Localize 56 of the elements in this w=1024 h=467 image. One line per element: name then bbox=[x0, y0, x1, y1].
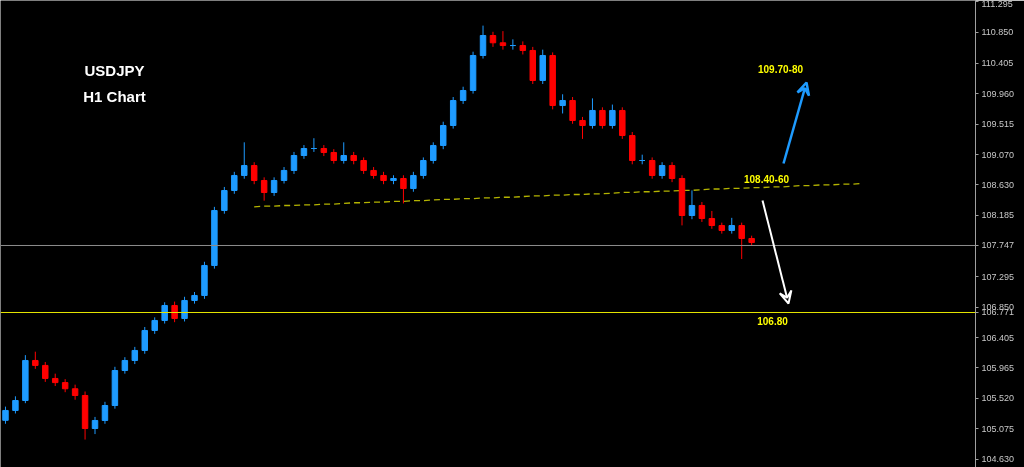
candlestick bbox=[42, 361, 49, 383]
y-tick-label: 107.295 bbox=[981, 271, 1015, 282]
candlestick bbox=[439, 121, 447, 150]
candlestick bbox=[250, 161, 258, 185]
candlestick bbox=[479, 25, 487, 60]
y-tick-label: 108.630 bbox=[981, 179, 1015, 190]
candlestick bbox=[171, 301, 178, 323]
annotation: 106.80 bbox=[757, 315, 789, 327]
candlestick bbox=[648, 156, 656, 180]
candlestick bbox=[290, 151, 298, 175]
y-tick-label: 111.295 bbox=[981, 0, 1013, 9]
candlestick bbox=[708, 210, 716, 230]
candlestick bbox=[101, 401, 109, 425]
candlestick bbox=[181, 296, 188, 322]
candlestick bbox=[609, 104, 616, 130]
ref-line-label: 107.747 bbox=[981, 240, 1015, 251]
candlestick bbox=[91, 416, 99, 435]
y-tick-label: 105.965 bbox=[981, 362, 1015, 373]
text: USDJPY bbox=[84, 62, 145, 79]
y-tick-label: 109.515 bbox=[981, 119, 1015, 130]
candlestick bbox=[569, 96, 576, 125]
candlestick bbox=[668, 161, 676, 183]
y-tick-label: 105.520 bbox=[981, 393, 1015, 404]
candlestick bbox=[430, 141, 437, 165]
candlestick bbox=[340, 141, 347, 165]
candlestick bbox=[579, 116, 586, 140]
candlestick bbox=[260, 176, 268, 202]
text: H1 Chart bbox=[83, 88, 146, 105]
candlestick bbox=[499, 30, 507, 51]
y-tick-label: 106.405 bbox=[981, 332, 1015, 343]
candlestick bbox=[270, 176, 278, 197]
y-tick-label: 109.960 bbox=[981, 88, 1015, 99]
candlestick bbox=[221, 186, 228, 215]
candlestick bbox=[420, 156, 427, 180]
candlestick bbox=[241, 141, 248, 180]
candlestick bbox=[400, 174, 407, 204]
candlestick bbox=[71, 384, 79, 401]
candlestick bbox=[489, 31, 497, 48]
candlestick bbox=[738, 222, 745, 260]
y-tick-label: 104.630 bbox=[981, 454, 1015, 465]
y-tick-label: 110.405 bbox=[981, 58, 1014, 69]
candlestick bbox=[559, 93, 566, 114]
candlestick bbox=[589, 97, 596, 130]
candlestick bbox=[231, 171, 238, 195]
y-tick-label: 110.850 bbox=[981, 27, 1014, 38]
candlestick bbox=[599, 106, 606, 130]
y-tick-label: 105.075 bbox=[981, 423, 1015, 434]
candlestick bbox=[141, 326, 148, 355]
y-tick-label: 109.070 bbox=[981, 149, 1015, 160]
annotation: 108.40-60 bbox=[743, 173, 790, 185]
candlestick bbox=[688, 189, 696, 220]
candlestick bbox=[698, 201, 706, 223]
annotation: 109.70-80 bbox=[757, 63, 804, 75]
line-series bbox=[253, 182, 862, 208]
candlestick bbox=[410, 171, 417, 193]
y-tick-label: 108.185 bbox=[981, 210, 1015, 221]
